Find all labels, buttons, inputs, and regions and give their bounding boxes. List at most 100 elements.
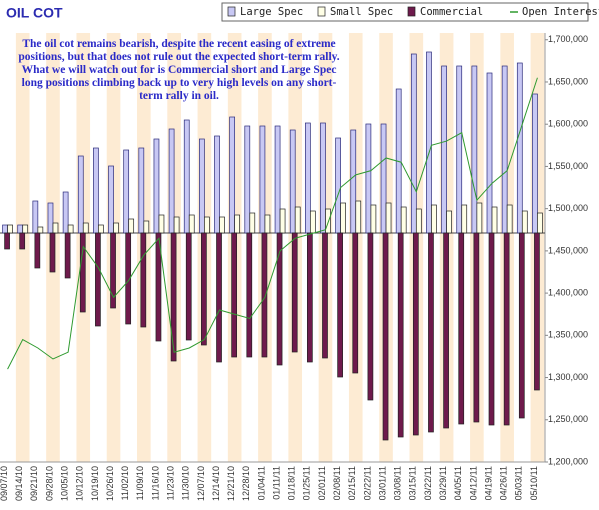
x-tick-label: 12/21/10 [226, 466, 236, 501]
x-tick-label: 03/01/11 [377, 466, 387, 500]
bar [488, 232, 495, 426]
bar [32, 200, 39, 234]
bar [294, 206, 301, 234]
bar [234, 214, 241, 234]
bar [19, 232, 26, 250]
bar [456, 65, 463, 234]
bar [380, 123, 387, 234]
bar [95, 232, 101, 327]
bar [506, 204, 513, 234]
bar [98, 224, 104, 234]
bar [82, 222, 89, 234]
bar [168, 128, 175, 234]
bar [2, 224, 8, 234]
bar [244, 125, 251, 234]
bar [304, 122, 311, 234]
bar [503, 232, 510, 426]
bar [291, 232, 298, 353]
bar [37, 226, 44, 234]
bar [77, 155, 84, 234]
legend-label: Commercial [420, 6, 483, 18]
bar [486, 72, 493, 234]
bar [22, 224, 29, 234]
bar [340, 202, 346, 234]
x-tick-label: 09/07/10 [0, 466, 9, 501]
x-tick-label: 11/30/10 [181, 466, 191, 500]
x-tick-label: 01/25/11 [302, 466, 312, 500]
x-tick-label: 03/08/11 [393, 466, 403, 500]
y2-tick-label: 1,400,000 [548, 287, 588, 297]
legend-box [221, 2, 589, 22]
x-tick-label: 12/14/10 [211, 466, 221, 501]
bar [518, 232, 525, 419]
x-tick-label: 09/21/10 [29, 466, 39, 501]
y2-tick-label: 1,200,000 [548, 456, 588, 466]
bar [473, 232, 480, 423]
bar [93, 147, 99, 234]
bar [400, 206, 407, 234]
y2-tick-label: 1,600,000 [548, 119, 588, 129]
bar [352, 232, 359, 374]
bar [49, 232, 56, 273]
bar [382, 232, 389, 441]
bar [138, 147, 145, 234]
x-tick-label: 10/12/10 [75, 466, 85, 501]
bar [516, 62, 523, 234]
legend-swatch [317, 6, 326, 17]
legend-swatch [227, 6, 236, 17]
bar [428, 232, 434, 433]
open-interest-line [7, 77, 538, 370]
x-tick-label: 10/19/10 [90, 466, 100, 501]
bar [309, 210, 316, 234]
x-tick-label: 11/09/10 [135, 466, 145, 500]
bar [7, 224, 13, 234]
x-tick-label: 01/11/11 [271, 466, 281, 500]
bar [183, 119, 190, 234]
bar [441, 65, 447, 234]
bar [229, 116, 236, 234]
bar [214, 135, 220, 234]
bar [412, 232, 419, 436]
bar [534, 232, 540, 391]
bar [537, 212, 543, 234]
y2-tick-label: 1,450,000 [548, 245, 588, 255]
x-tick-label: 02/22/11 [362, 466, 372, 500]
bar [140, 232, 147, 328]
bar [532, 93, 538, 234]
bar [199, 138, 205, 234]
bar [370, 204, 377, 234]
bar [458, 232, 465, 425]
bar [173, 216, 180, 234]
bar [461, 204, 468, 234]
bar [64, 232, 71, 279]
bar [62, 191, 69, 234]
x-tick-label: 11/23/10 [165, 466, 175, 500]
x-tick-label: 01/18/11 [287, 466, 297, 500]
bar [108, 165, 114, 234]
x-tick-label: 09/28/10 [44, 466, 54, 501]
x-tick-label: 04/19/11 [483, 466, 493, 500]
bar [322, 232, 328, 359]
bar [385, 202, 392, 234]
bar [521, 210, 528, 234]
bar [276, 232, 283, 366]
chart-title: OIL COT [6, 5, 63, 21]
legend-swatch [407, 6, 416, 17]
bar [158, 214, 165, 234]
bar [216, 232, 222, 363]
bar [335, 137, 341, 234]
bar [153, 138, 160, 234]
bar [337, 232, 343, 378]
bar [185, 232, 192, 341]
x-tick-label: 03/15/11 [408, 466, 418, 500]
x-tick-label: 11/02/10 [120, 466, 130, 500]
bar [415, 208, 422, 234]
x-tick-label: 04/05/11 [453, 466, 463, 500]
y2-tick-label: 1,550,000 [548, 161, 588, 171]
legend-label: Open Interest [522, 6, 599, 18]
y2-tick-label: 1,650,000 [548, 76, 588, 86]
legend-label: Large Spec [240, 6, 303, 18]
bar [201, 232, 207, 346]
y2-tick-label: 1,350,000 [548, 330, 588, 340]
